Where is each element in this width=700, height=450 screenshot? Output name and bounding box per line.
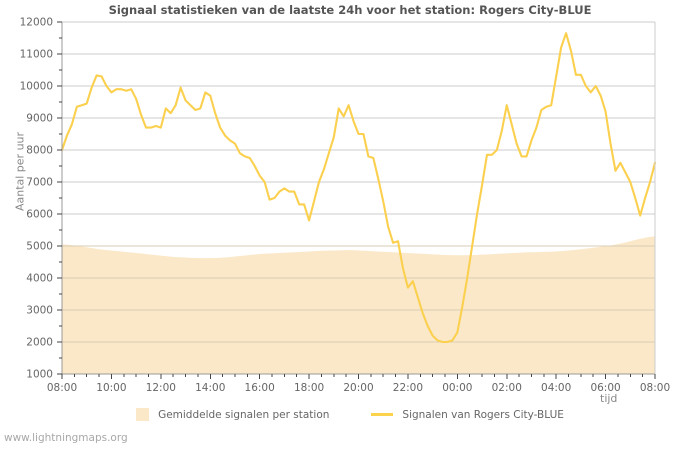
site-watermark: www.lightningmaps.org — [4, 432, 128, 444]
legend-area-swatch-icon — [136, 408, 150, 421]
y-tick-label: 4000 — [26, 273, 53, 285]
y-tick-label: 6000 — [26, 209, 53, 221]
x-tick-label: 20:00 — [343, 382, 373, 394]
x-tick-label: 16:00 — [245, 382, 275, 394]
y-tick-label: 8000 — [26, 145, 53, 157]
y-tick-label: 12000 — [20, 17, 53, 29]
y-tick-label: 10000 — [20, 81, 53, 93]
y-tick-label: 2000 — [26, 337, 53, 349]
x-tick-label: 00:00 — [442, 382, 472, 394]
legend-label-station: Signalen van Rogers City-BLUE — [402, 408, 564, 421]
x-tick-label: 06:00 — [590, 382, 620, 394]
x-tick-label: 22:00 — [393, 382, 423, 394]
x-axis-label: tijd — [600, 392, 618, 405]
y-tick-label: 5000 — [26, 241, 53, 253]
series-average-area — [62, 236, 655, 374]
y-tick-label: 7000 — [26, 177, 53, 189]
series-station-line — [60, 32, 657, 344]
x-tick-label: 04:00 — [541, 382, 571, 394]
y-tick-label: 11000 — [20, 49, 53, 61]
x-tick-label: 08:00 — [640, 382, 670, 394]
y-tick-label: 1000 — [26, 369, 53, 381]
x-tick-label: 08:00 — [47, 382, 77, 394]
x-tick-label: 18:00 — [294, 382, 324, 394]
legend-label-average: Gemiddelde signalen per station — [158, 408, 330, 421]
x-tick-label: 02:00 — [492, 382, 522, 394]
chart-title: Signaal statistieken van de laatste 24h … — [108, 3, 592, 17]
legend-entry-average[interactable]: Gemiddelde signalen per station — [136, 408, 329, 421]
x-tick-label: 14:00 — [195, 382, 225, 394]
x-tick-label: 10:00 — [96, 382, 126, 394]
chart-legend: Gemiddelde signalen per station Signalen… — [0, 408, 700, 421]
y-tick-label: 3000 — [26, 305, 53, 317]
legend-line-swatch-icon — [371, 413, 394, 416]
x-tick-label: 12:00 — [146, 382, 176, 394]
y-tick-label: 9000 — [26, 113, 53, 125]
legend-entry-station[interactable]: Signalen van Rogers City-BLUE — [371, 409, 564, 421]
